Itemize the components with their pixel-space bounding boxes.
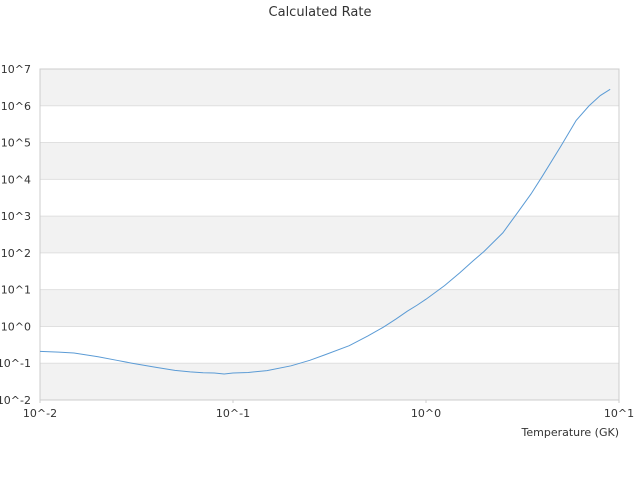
background-band [40, 142, 619, 180]
y-tick-label: 10^1 [1, 284, 31, 297]
y-tick-label: 10^0 [1, 320, 31, 333]
y-tick-label: 10^7 [1, 63, 31, 76]
plot-frame [39, 68, 620, 401]
background-band [40, 289, 619, 327]
y-axis-ticks: 10^-2 10^-1 10^0 10^1 10^2 10^3 10^4 10^5 10^6 10… [0, 63, 31, 407]
series-line [39, 88, 611, 375]
x-tick-label: 10^0 [411, 407, 441, 420]
background-band [40, 69, 619, 106]
y-tick-label: 10^4 [1, 173, 31, 186]
y-tick-label: 10^6 [1, 100, 31, 113]
y-tick-label: 10^5 [1, 137, 31, 150]
background-band [40, 363, 619, 400]
y-tick-label: 10^-1 [0, 357, 31, 370]
x-axis-ticks: 10^-2 10^-1 10^0 10^1 [23, 400, 634, 420]
x-tick-label: 10^-1 [216, 407, 250, 420]
y-tick-label: 10^3 [1, 210, 31, 223]
y-tick-label: 10^-2 [0, 394, 31, 407]
x-tick-label: 10^1 [604, 407, 634, 420]
background-band [40, 216, 619, 253]
series-group [39, 88, 611, 375]
y-tick-label: 10^2 [1, 247, 31, 260]
background-bands [40, 69, 619, 400]
x-axis-label: Temperature (GK) [521, 426, 620, 439]
chart-title: Calculated Rate [269, 5, 372, 20]
x-tick-label: 10^-2 [23, 407, 57, 420]
